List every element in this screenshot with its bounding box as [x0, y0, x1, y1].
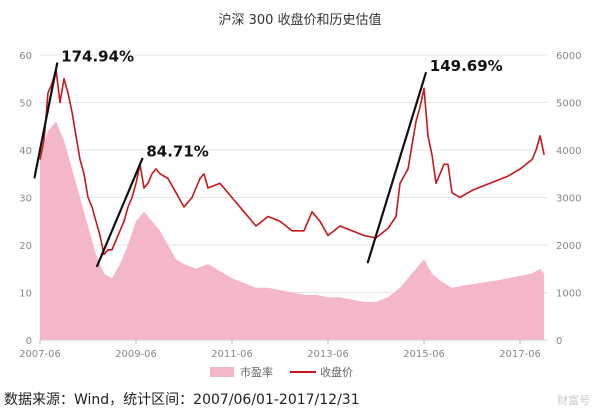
y-right-tick-label: 0	[556, 336, 562, 347]
x-tick-label: 2011-06	[211, 349, 253, 360]
x-tick-label: 2017-06	[499, 349, 541, 360]
pe-area-layer	[40, 121, 545, 340]
source-note: 数据来源：Wind，统计区间：2007/06/01-2017/12/31	[4, 392, 360, 408]
legend-label-pe: 市盈率	[240, 365, 273, 379]
y-axis-right: 0 1000 2000 3000 4000 5000 6000	[556, 51, 581, 347]
chart-title: 沪深 300 收盘价和历史估值	[218, 12, 381, 28]
pe-area	[40, 121, 545, 340]
y-left-tick-label: 0	[26, 336, 32, 347]
annotations: 174.94% 84.71% 149.69%	[33, 47, 503, 268]
y-right-tick-label: 6000	[556, 51, 581, 62]
annotation-label: 84.71%	[146, 143, 208, 161]
x-tick-label: 2015-06	[403, 349, 445, 360]
y-left-tick-label: 50	[19, 99, 32, 110]
close-price-line	[39, 68, 545, 256]
annotation-label: 174.94%	[61, 47, 134, 65]
x-tick-label: 2009-06	[115, 349, 157, 360]
y-left-tick-label: 10	[19, 289, 32, 300]
y-left-tick-label: 30	[19, 194, 32, 205]
y-left-tick-label: 60	[19, 51, 32, 62]
annotation-arrow	[33, 62, 59, 179]
y-right-tick-label: 5000	[556, 99, 581, 110]
annotation-arrow	[366, 71, 427, 264]
close-line-layer	[39, 68, 545, 256]
x-tick-label: 2007-06	[19, 349, 61, 360]
y-axis-left: 0 10 20 30 40 50 60	[19, 51, 32, 347]
y-right-tick-label: 1000	[556, 289, 581, 300]
y-right-tick-label: 4000	[556, 146, 581, 157]
annotation-arrow	[96, 157, 144, 268]
x-tick-label: 2013-06	[307, 349, 349, 360]
annotation-label: 149.69%	[430, 57, 503, 75]
x-axis: 2007-06 2009-06 2011-06 2013-06 2015-06 2017-…	[19, 339, 548, 360]
watermark: 财富号	[557, 394, 590, 407]
y-left-tick-label: 40	[19, 146, 32, 157]
legend-swatch-pe	[210, 367, 234, 377]
legend: 市盈率 收盘价	[210, 365, 353, 379]
y-right-tick-label: 3000	[556, 194, 581, 205]
legend-label-close: 收盘价	[320, 365, 353, 379]
y-left-tick-label: 20	[19, 241, 32, 252]
y-right-tick-label: 2000	[556, 241, 581, 252]
